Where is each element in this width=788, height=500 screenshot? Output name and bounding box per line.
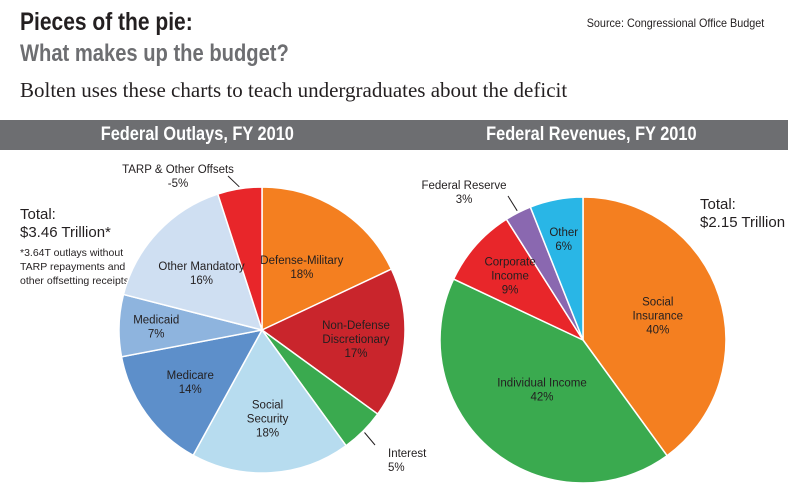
leader-line-tarp-other-offsets (227, 175, 240, 188)
page-tagline: Bolten uses these charts to teach underg… (20, 78, 568, 102)
revenues-total-value: $2.15 Trillion (700, 214, 786, 231)
page-title: Pieces of the pie: (20, 8, 193, 36)
slice-label-interest: Interest 5% (388, 448, 427, 474)
pie-slice-tarp-other-offsets (216, 186, 263, 331)
revenues-total-label: Total: (700, 196, 736, 213)
slice-label-defense-military: Defense-Military 18% (260, 255, 343, 281)
leader-line-interest (364, 432, 376, 446)
pie-slice-defense-military (261, 186, 393, 332)
slice-label-individual-income: Individual Income 42% (497, 378, 587, 404)
revenues-total: Total: $2.15 Trillion (700, 196, 785, 232)
slice-label-medicare: Medicare 14% (167, 370, 214, 396)
slice-label-social-security: Social Security 18% (247, 399, 289, 439)
slice-label-non-defense-discretionary: Non-Defense Discretionary 17% (322, 320, 390, 360)
outlays-total: Total: $3.46 Trillion* (20, 206, 111, 242)
slice-label-tarp-other-offsets: TARP & Other Offsets -5% (122, 164, 234, 190)
pie-slice-corporate-income (452, 218, 586, 342)
leader-line-federal-reserve (507, 195, 518, 212)
page-subtitle: What makes up the budget? (20, 40, 289, 67)
slice-label-social-insurance: Social Insurance 40% (633, 297, 684, 337)
pie-slice-social-insurance (582, 196, 727, 457)
outlays-footnote: *3.64T outlays without TARP repayments a… (20, 247, 129, 287)
revenues-chart-title: Federal Revenues, FY 2010 (485, 124, 697, 145)
outlays-total-label: Total: (20, 206, 56, 223)
pie-slice-social-security (192, 328, 348, 474)
slice-label-corporate-income: Corporate Income 9% (484, 257, 535, 297)
pie-slice-other (529, 196, 584, 341)
pie-slice-medicare (120, 328, 264, 457)
pie-slice-individual-income (439, 278, 669, 484)
slice-label-medicaid: Medicaid 7% (133, 315, 179, 341)
outlays-total-value: $3.46 Trillion* (20, 224, 111, 241)
source-note: Source: Congressional Office Budget (586, 16, 764, 30)
panel-title-band (0, 120, 788, 150)
pie-slice-other-mandatory (122, 193, 264, 332)
outlays-chart-title: Federal Outlays, FY 2010 (100, 124, 294, 145)
slice-label-federal-reserve: Federal Reserve 3% (421, 180, 506, 206)
pie-slice-non-defense-discretionary (260, 268, 406, 416)
slice-label-other-mandatory: Other Mandatory 16% (158, 261, 245, 287)
slice-label-other: Other 6% (549, 227, 578, 253)
